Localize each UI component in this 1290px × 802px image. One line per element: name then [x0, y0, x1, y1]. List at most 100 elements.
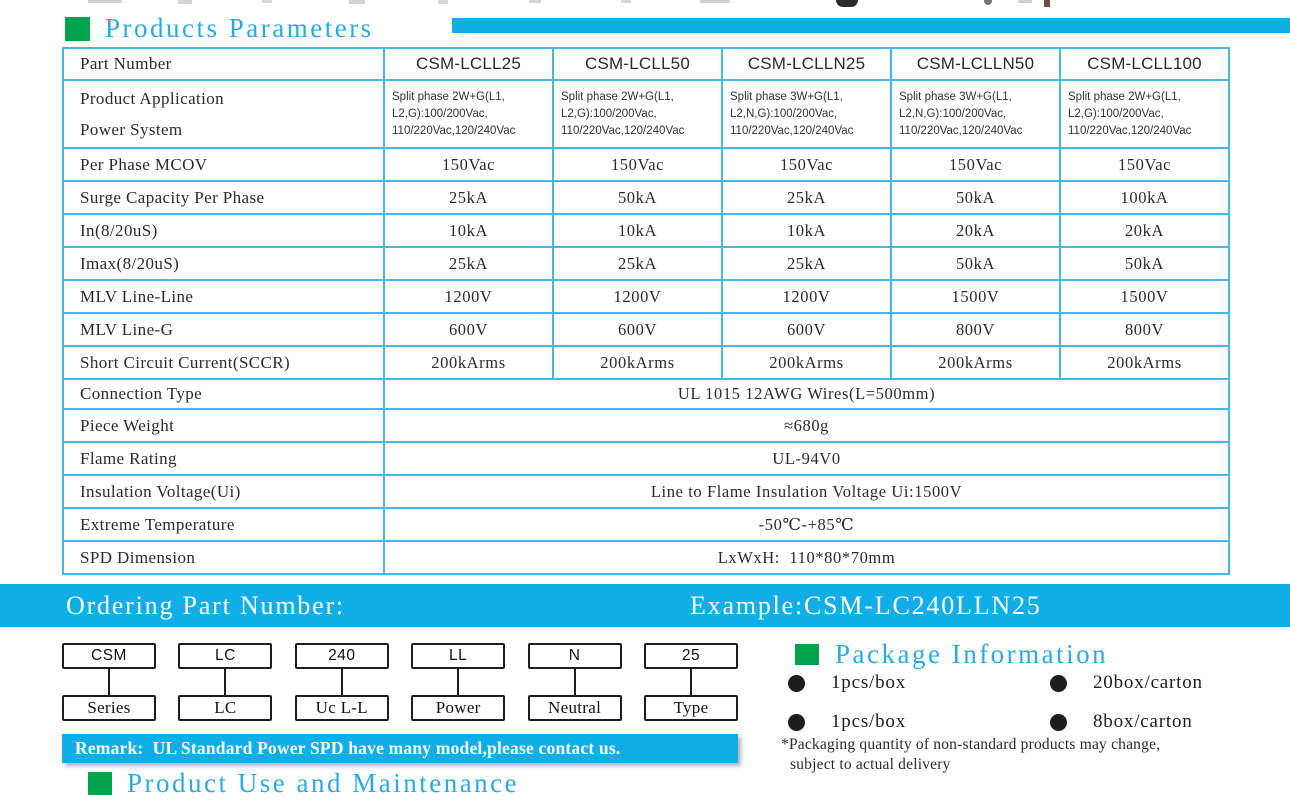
- product-use-header: Product Use and Maintenance: [88, 768, 519, 799]
- merged-value-cell: -50℃-+85℃: [383, 507, 1230, 542]
- ordering-title: Ordering Part Number:: [66, 591, 345, 620]
- table-row-merged: Connection Type UL 1015 12AWG Wires(L=50…: [62, 378, 1230, 410]
- value-cell: 200kArms: [1059, 345, 1230, 380]
- value-cell: 50kA: [890, 180, 1061, 215]
- segment-label-box: Type: [643, 695, 738, 721]
- segment-uc: 240 Uc L-L: [294, 643, 389, 721]
- segment-connector-line: [573, 669, 576, 695]
- segment-code-box: 25: [643, 643, 738, 669]
- row-label: Flame Rating: [62, 441, 385, 476]
- segment-connector-line: [340, 669, 343, 695]
- value-cell: 10kA: [552, 213, 723, 248]
- value-cell: 1200V: [552, 279, 723, 314]
- value-cell: 150Vac: [721, 147, 892, 182]
- bullet-icon: [1050, 713, 1067, 731]
- row-label: Surge Capacity Per Phase: [62, 180, 385, 215]
- merged-value-cell: LxWxH: 110*80*70mm: [383, 540, 1230, 575]
- value-cell: 800V: [1059, 312, 1230, 347]
- segment-connector-line: [689, 669, 692, 695]
- segment-connector-line: [457, 669, 460, 695]
- segment-series: CSM Series: [62, 643, 156, 721]
- value-cell: 1200V: [721, 279, 892, 314]
- section-title-products-parameters: Products Parameters: [105, 13, 374, 43]
- green-square-icon: [795, 644, 819, 665]
- value-cell: 200kArms: [890, 345, 1061, 380]
- value-cell: 200kArms: [383, 345, 554, 380]
- value-cell: 25kA: [721, 180, 892, 215]
- clipped-glyph: [349, 0, 365, 4]
- value-cell: 1500V: [1059, 279, 1230, 314]
- segment-label-box: Power: [411, 695, 506, 721]
- part-number-cell: CSM-LCLL25: [383, 47, 554, 81]
- value-cell: 200kArms: [721, 345, 892, 380]
- table-row: Imax(8/20uS) 25kA 25kA 25kA 50kA 50kA: [62, 246, 1230, 281]
- value-cell: 1200V: [383, 279, 554, 314]
- segment-neutral: N Neutral: [527, 643, 622, 721]
- row-label: In(8/20uS): [62, 213, 385, 248]
- row-label: Per Phase MCOV: [62, 147, 385, 182]
- part-number-cell: CSM-LCLL100: [1059, 47, 1230, 81]
- row-label: Imax(8/20uS): [62, 246, 385, 281]
- value-cell: 800V: [890, 312, 1061, 347]
- table-row-merged: Insulation Voltage(Ui) Line to Flame Ins…: [62, 474, 1230, 509]
- value-cell: 25kA: [552, 246, 723, 281]
- clipped-glyph: [1044, 0, 1050, 7]
- application-cell: Split phase 3W+G(L1, L2,N,G):100/200Vac,…: [721, 79, 892, 149]
- value-cell: 20kA: [890, 213, 1061, 248]
- table-row-application: Product Application Power System Split p…: [62, 79, 1230, 149]
- value-cell: 200kArms: [552, 345, 723, 380]
- table-row-merged: SPD Dimension LxWxH: 110*80*70mm: [62, 540, 1230, 575]
- application-cell: Split phase 2W+G(L1, L2,G):100/200Vac, 1…: [383, 79, 554, 149]
- merged-value-cell: Line to Flame Insulation Voltage Ui:1500…: [383, 474, 1230, 509]
- application-label-line1: Product Application: [80, 89, 225, 108]
- row-label: Piece Weight: [62, 408, 385, 443]
- value-cell: 10kA: [383, 213, 554, 248]
- package-note: *Packaging quantity of non-standard prod…: [781, 735, 1160, 775]
- value-cell: 150Vac: [383, 147, 554, 182]
- value-cell: 600V: [721, 312, 892, 347]
- bullet-icon: [788, 713, 805, 731]
- section-title-package-information: Package Information: [835, 639, 1109, 669]
- clipped-glyph: [836, 0, 858, 7]
- package-item: 1pcs/box: [788, 672, 1050, 694]
- row-label: Extreme Temperature: [62, 507, 385, 542]
- clipped-glyph: [984, 0, 992, 5]
- clipped-glyph: [438, 0, 448, 4]
- table-row-part-number: Part Number CSM-LCLL25 CSM-LCLL50 CSM-LC…: [62, 47, 1230, 81]
- application-cell: Split phase 2W+G(L1, L2,G):100/200Vac, 1…: [552, 79, 723, 149]
- row-label: Short Circuit Current(SCCR): [62, 345, 385, 380]
- clipped-glyph: [700, 0, 730, 3]
- segment-code-box: LL: [411, 643, 506, 669]
- bullet-icon: [788, 674, 805, 692]
- products-parameters-header: Products Parameters: [65, 13, 374, 44]
- package-note-line2: subject to actual delivery: [790, 756, 951, 773]
- value-cell: 25kA: [721, 246, 892, 281]
- row-label: MLV Line-G: [62, 312, 385, 347]
- table-row: Surge Capacity Per Phase 25kA 50kA 25kA …: [62, 180, 1230, 215]
- value-cell: 10kA: [721, 213, 892, 248]
- application-cell: Split phase 2W+G(L1, L2,G):100/200Vac, 1…: [1059, 79, 1230, 149]
- value-cell: 600V: [552, 312, 723, 347]
- table-row-merged: Extreme Temperature -50℃-+85℃: [62, 507, 1230, 542]
- package-item: 20box/carton: [1050, 672, 1268, 694]
- value-cell: 150Vac: [1059, 147, 1230, 182]
- value-cell: 600V: [383, 312, 554, 347]
- segment-label-box: LC: [178, 695, 273, 721]
- segment-code-box: CSM: [62, 643, 156, 669]
- ordering-part-number-band: Ordering Part Number: Example:CSM-LC240L…: [0, 584, 1290, 627]
- part-number-cell: CSM-LCLLN25: [721, 47, 892, 81]
- package-information-header: Package Information: [795, 639, 1108, 670]
- header-accent-bar: [452, 18, 1290, 33]
- value-cell: 50kA: [552, 180, 723, 215]
- package-items: 1pcs/box 20box/carton 1pcs/box 8box/cart…: [788, 672, 1268, 733]
- value-cell: 100kA: [1059, 180, 1230, 215]
- clipped-glyph: [529, 0, 541, 3]
- row-label: Product Application Power System: [62, 79, 385, 149]
- value-cell: 50kA: [890, 246, 1061, 281]
- value-cell: 25kA: [383, 246, 554, 281]
- segment-connector-line: [224, 669, 227, 695]
- products-parameters-table: Part Number CSM-LCLL25 CSM-LCLL50 CSM-LC…: [62, 47, 1230, 575]
- table-row: Per Phase MCOV 150Vac 150Vac 150Vac 150V…: [62, 147, 1230, 182]
- segment-label-box: Uc L-L: [294, 695, 389, 721]
